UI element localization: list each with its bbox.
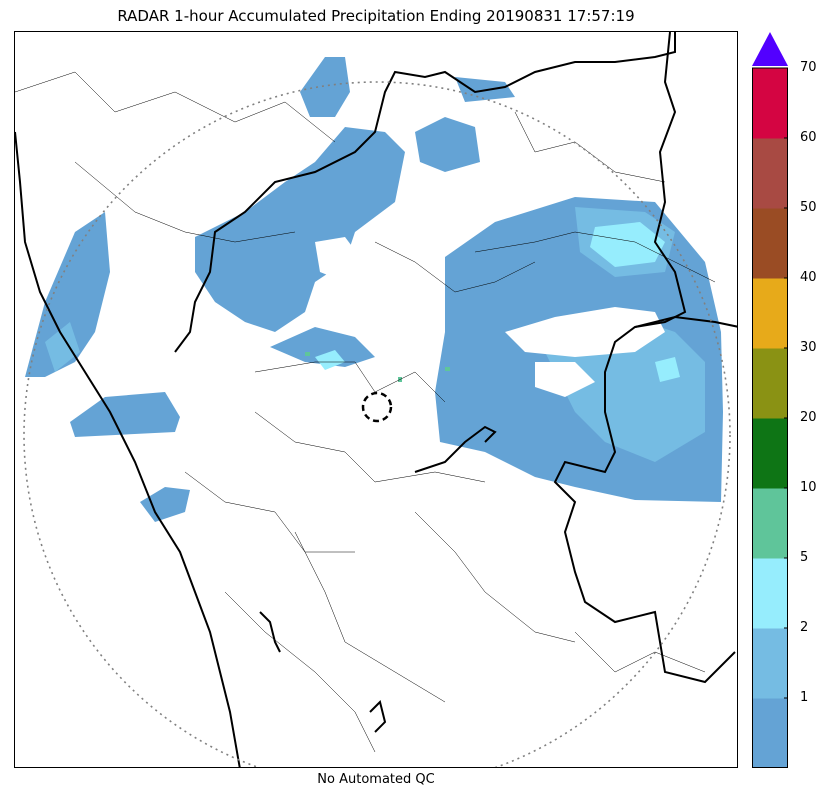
gap-east-2 bbox=[535, 362, 595, 397]
district-line-11 bbox=[514, 111, 666, 183]
precip-layer-heavy bbox=[315, 222, 680, 382]
radar-site-marker bbox=[361, 391, 393, 423]
colorbar-tick-label: 40 bbox=[800, 270, 817, 285]
precip-west-edge bbox=[25, 212, 110, 377]
colorbar-band bbox=[752, 698, 788, 768]
footer-note: No Automated QC bbox=[317, 772, 435, 787]
state-border-south-fragment-2 bbox=[259, 611, 281, 653]
district-line-2 bbox=[74, 161, 296, 243]
colorbar-band bbox=[752, 628, 788, 699]
colorbar-tick-label: 60 bbox=[800, 130, 817, 145]
precip-southwest-blob bbox=[140, 487, 190, 522]
radar-range-ring bbox=[23, 81, 731, 767]
district-line-4 bbox=[254, 411, 486, 483]
gap-north bbox=[315, 237, 360, 282]
district-line-7 bbox=[414, 511, 576, 643]
colorbar-band bbox=[752, 558, 788, 629]
colorbar-tick-label: 70 bbox=[800, 60, 817, 75]
state-border-east bbox=[553, 32, 736, 684]
colorbar-band bbox=[752, 208, 788, 279]
colorbar-extend-arrow bbox=[752, 32, 788, 66]
district-line-12 bbox=[574, 631, 706, 673]
state-border-south-fragment bbox=[369, 700, 387, 733]
colorbar-tick-label: 20 bbox=[800, 410, 817, 425]
colorbar-band bbox=[752, 418, 788, 489]
precip-cell-green-3 bbox=[445, 367, 450, 371]
precip-gaps bbox=[315, 237, 665, 397]
district-line-8 bbox=[224, 591, 376, 753]
colorbar-tick-label: 30 bbox=[800, 340, 817, 355]
precip-central-strip bbox=[270, 327, 375, 367]
colorbar-canvas bbox=[752, 32, 788, 768]
colorbar-tick-label: 1 bbox=[800, 690, 809, 705]
colorbar-tick-label: 50 bbox=[800, 200, 817, 215]
state-border-central bbox=[414, 425, 497, 473]
map-canvas bbox=[15, 32, 737, 767]
radar-map[interactable] bbox=[14, 31, 738, 768]
precip-north-top bbox=[300, 57, 350, 117]
colorbar-tick-label: 10 bbox=[800, 480, 817, 495]
district-line-1 bbox=[15, 71, 336, 143]
coastline-west bbox=[15, 131, 241, 767]
precip-heavy-central bbox=[315, 350, 345, 370]
colorbar-band bbox=[752, 278, 788, 349]
colorbar-tick-label: 2 bbox=[800, 620, 809, 635]
gap-east-1 bbox=[505, 307, 665, 357]
state-border-east-loop bbox=[634, 315, 737, 328]
precip-north-cluster bbox=[195, 127, 405, 332]
colorbar bbox=[752, 30, 788, 768]
district-line-9 bbox=[474, 231, 716, 283]
precip-cell-green-1 bbox=[305, 352, 310, 356]
colorbar-band bbox=[752, 348, 788, 419]
precip-mid-west bbox=[45, 322, 80, 372]
colorbar-band bbox=[752, 68, 788, 139]
district-line-5 bbox=[184, 471, 355, 553]
colorbar-tick-label: 5 bbox=[800, 550, 809, 565]
chart-title: RADAR 1-hour Accumulated Precipitation E… bbox=[117, 7, 635, 25]
precip-northeast-small bbox=[415, 117, 480, 172]
precip-west-blob bbox=[70, 392, 180, 437]
district-line-3 bbox=[254, 361, 446, 403]
colorbar-band bbox=[752, 488, 788, 559]
colorbar-band bbox=[752, 138, 788, 209]
precip-heavy-northeast bbox=[590, 222, 665, 267]
district-line-10 bbox=[374, 241, 536, 293]
precip-heavy-east bbox=[655, 357, 680, 382]
district-line-6 bbox=[294, 531, 446, 703]
